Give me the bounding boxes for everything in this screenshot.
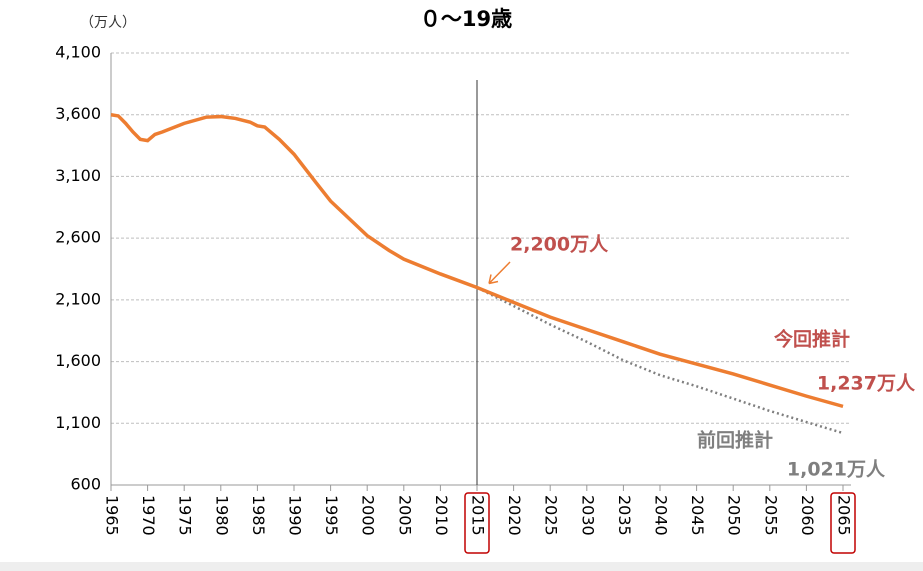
highlight-box [464,492,490,554]
x-tick-label: 1985 [249,495,268,536]
series-label: 今回推計 [773,328,850,351]
x-tick-label: 1965 [103,495,122,536]
annotation-arrow [488,261,511,285]
x-tick-label: 2065 [835,495,854,536]
x-tick-label: 2000 [359,495,378,536]
series-label: 前回推計 [697,429,773,452]
x-tick-label: 2025 [542,495,561,536]
x-tick-label: 1970 [139,495,158,536]
y-tick-label: 1,600 [55,351,101,370]
x-tick-label: 2020 [505,495,524,536]
y-tick-label: 2,600 [55,228,101,247]
x-tick-label: 2045 [688,495,707,536]
y-tick-label: 4,100 [55,43,101,62]
y-tick-label: 600 [70,475,101,494]
y-tick-label: 3,100 [55,166,101,185]
y-tick-label: 3,600 [55,104,101,123]
annotation: 2,200万人 [510,234,609,256]
x-tick-label: 2030 [578,495,597,536]
x-tick-label: 1990 [286,495,305,536]
x-tick-label: 2005 [395,495,414,536]
annotation: 1,021万人 [787,459,886,481]
x-tick-label: 2035 [615,495,634,536]
highlight-box [830,492,856,554]
bottom-strip [0,562,923,571]
x-tick-label: 2010 [432,495,451,536]
y-unit-label: （万人） [80,15,136,31]
annotation: 1,237万人 [817,373,916,395]
y-tick-label: 2,100 [55,289,101,308]
x-tick-label: 2055 [761,495,780,536]
x-tick-label: 1995 [322,495,341,536]
y-tick-label: 1,100 [55,413,101,432]
series-line [110,112,844,409]
x-tick-label: 2040 [652,495,671,536]
x-tick-label: 2050 [725,495,744,536]
x-tick-label: 2060 [798,495,817,536]
x-tick-label: 2015 [469,495,488,536]
x-tick-label: 1980 [212,495,231,536]
x-tick-label: 1975 [176,495,195,536]
chart-title: ０～19歳 [420,7,512,31]
